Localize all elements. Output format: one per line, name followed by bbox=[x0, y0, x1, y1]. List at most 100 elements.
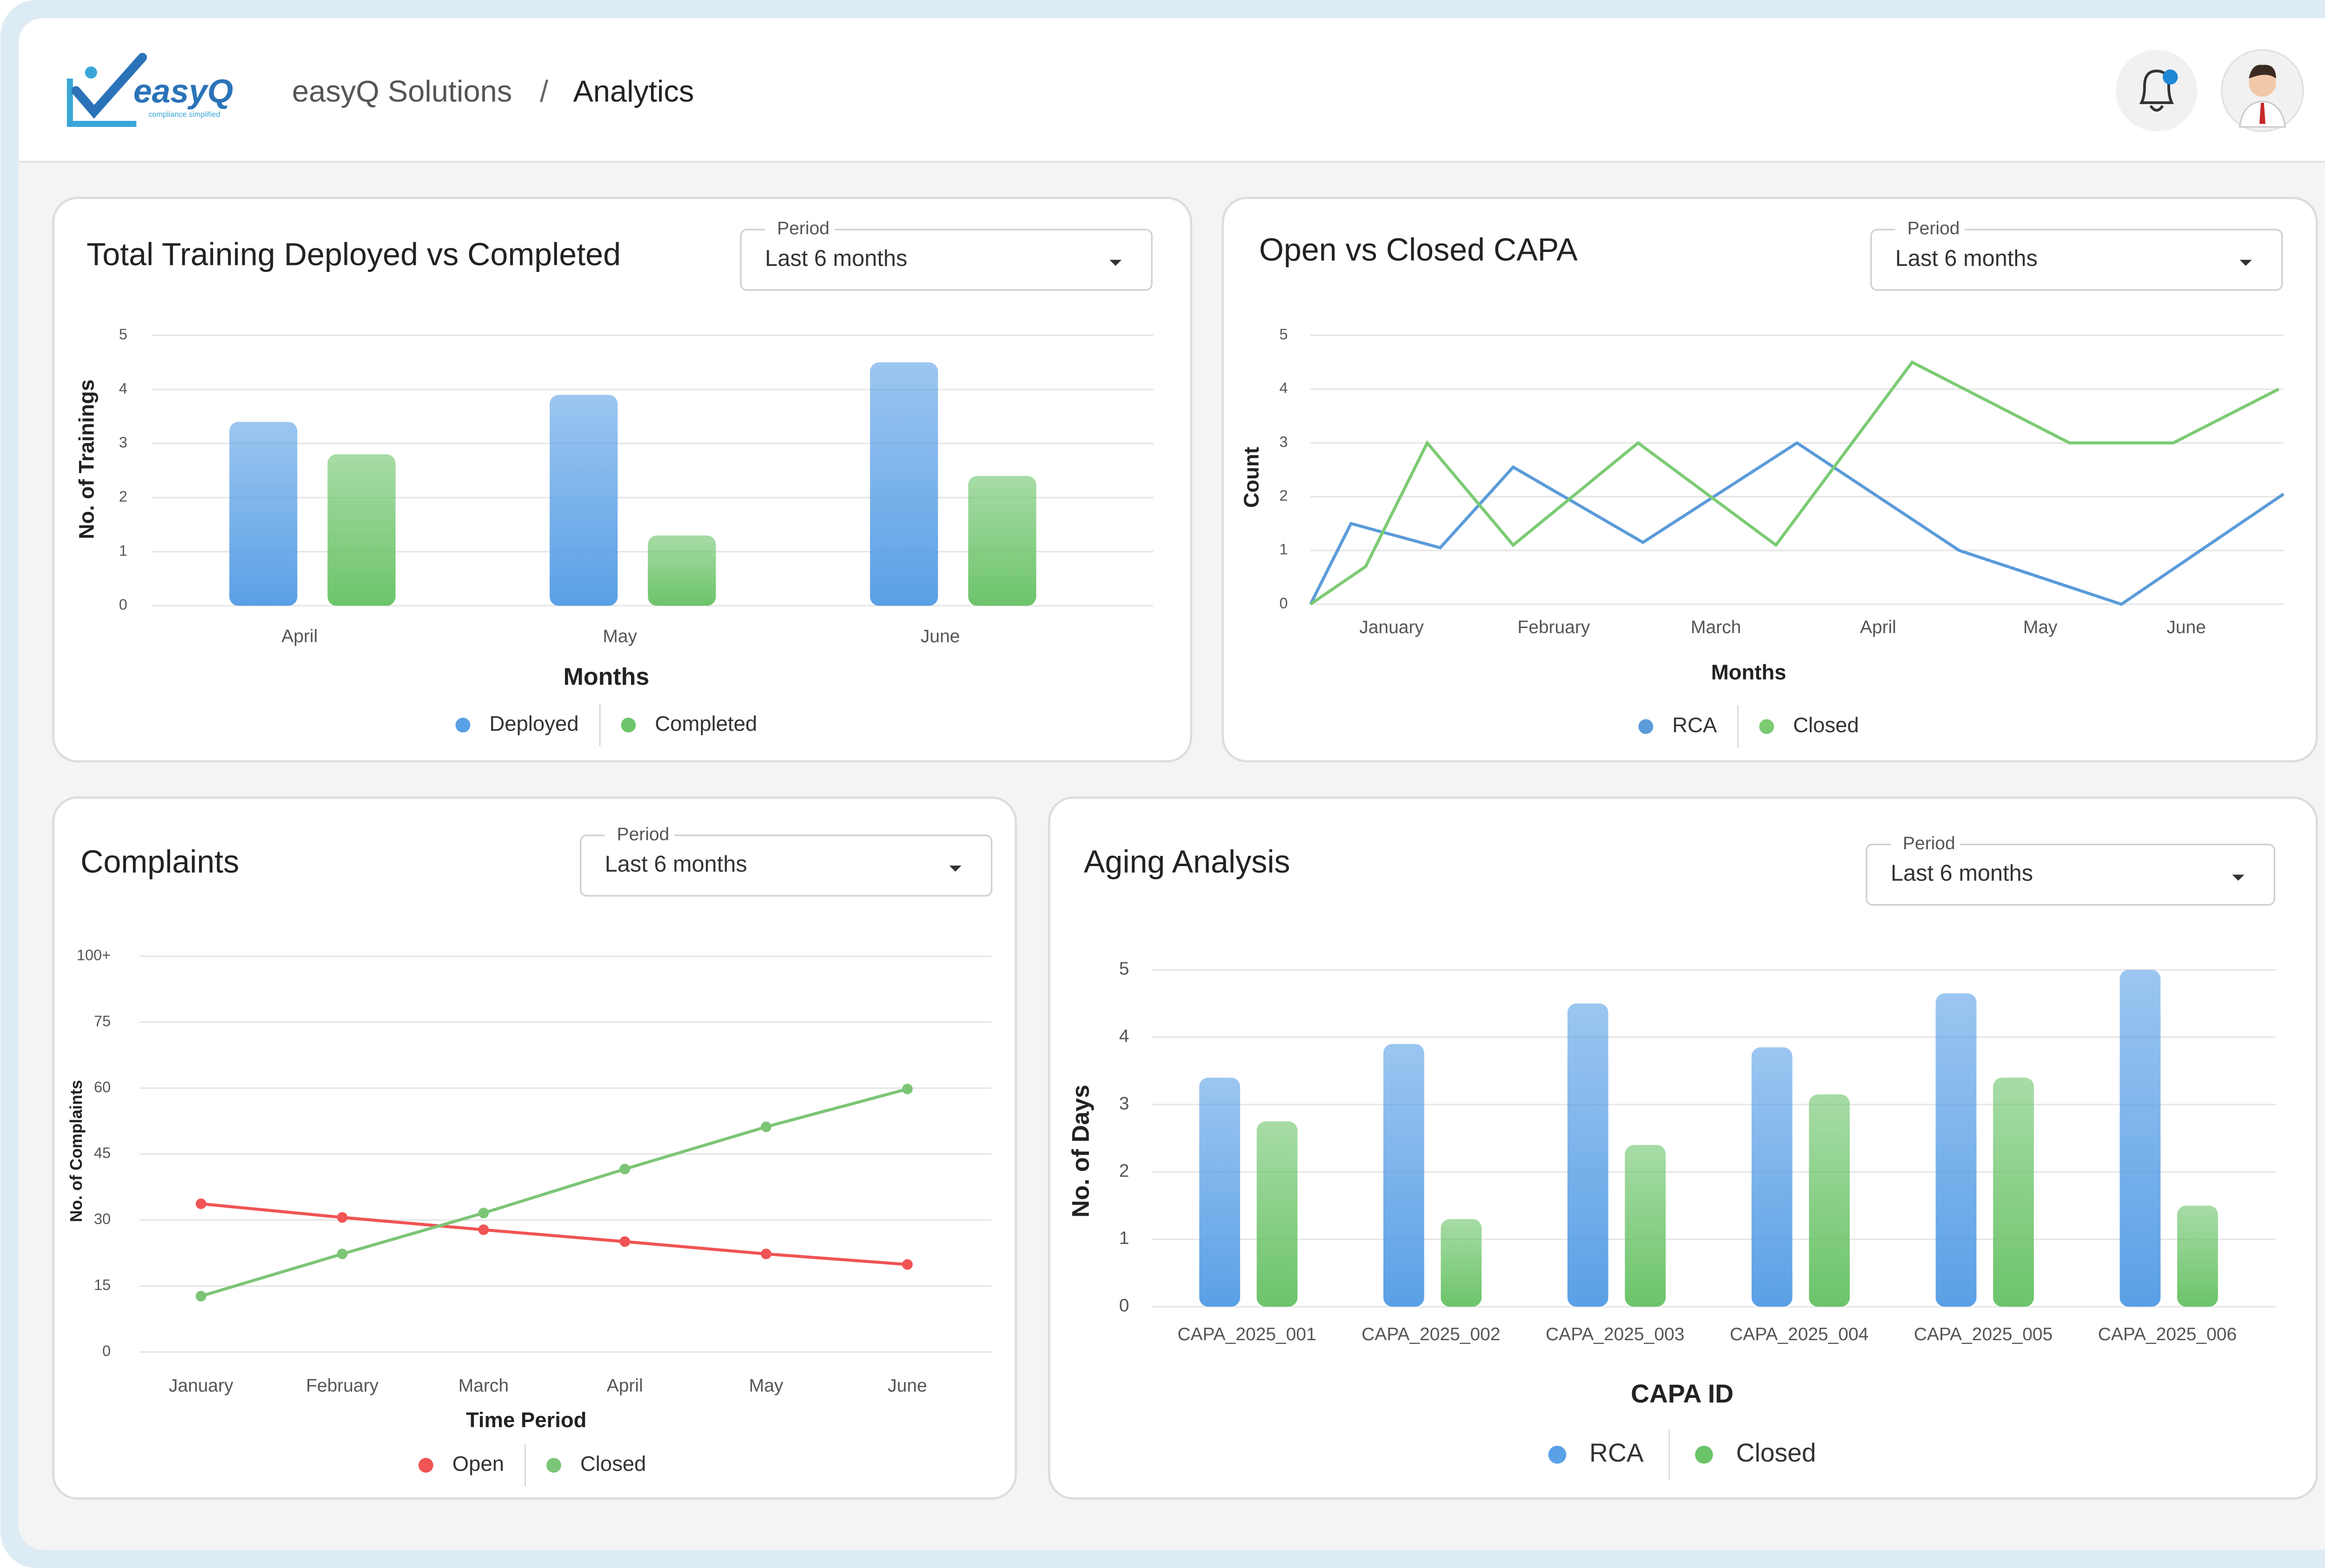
y-tick-label: 45 bbox=[94, 1145, 111, 1161]
y-tick-label: 1 bbox=[1119, 1228, 1129, 1248]
x-axis-title: Months bbox=[564, 663, 650, 690]
y-tick-label: 30 bbox=[94, 1211, 111, 1227]
avatar-face bbox=[2249, 69, 2276, 97]
bar bbox=[1625, 1145, 1666, 1307]
point bbox=[337, 1248, 348, 1259]
y-tick-label: 4 bbox=[119, 380, 127, 397]
select-arrow bbox=[949, 865, 962, 872]
legend-label[interactable]: RCA bbox=[1589, 1438, 1644, 1467]
period-select[interactable]: Period Last 6 months bbox=[580, 824, 993, 897]
y-tick-label: 0 bbox=[1279, 595, 1288, 611]
point bbox=[902, 1259, 913, 1270]
bar bbox=[870, 362, 938, 606]
select-label: Period bbox=[777, 218, 830, 238]
header bbox=[18, 18, 2325, 162]
x-tick-label: January bbox=[1359, 617, 1424, 637]
select-box[interactable] bbox=[580, 834, 993, 897]
x-tick-label: June bbox=[2166, 617, 2206, 637]
legend-label[interactable]: Closed bbox=[1793, 713, 1859, 737]
legend-dot bbox=[455, 717, 471, 733]
bar bbox=[968, 476, 1036, 606]
y-tick-label: 4 bbox=[1279, 380, 1288, 397]
chart-title: Total Training Deployed vs Completed bbox=[86, 237, 621, 272]
y-tick-label: 1 bbox=[119, 542, 127, 559]
bell-icon bbox=[2139, 69, 2174, 112]
point bbox=[478, 1208, 489, 1218]
line bbox=[1309, 360, 2279, 606]
avatar[interactable] bbox=[2221, 49, 2304, 132]
breadcrumb-current: Analytics bbox=[573, 74, 694, 108]
x-tick-label: May bbox=[2023, 617, 2058, 637]
x-tick-label: March bbox=[458, 1376, 509, 1396]
card bbox=[52, 796, 1017, 1500]
y-tick-label: 3 bbox=[119, 434, 127, 451]
legend-label[interactable]: Deployed bbox=[489, 712, 578, 735]
bell-badge bbox=[2162, 69, 2178, 85]
legend-dot bbox=[546, 1458, 561, 1473]
bar bbox=[1751, 1047, 1793, 1307]
select-value: Last 6 months bbox=[605, 852, 747, 877]
bar bbox=[2119, 970, 2161, 1307]
bell-button[interactable] bbox=[2116, 50, 2198, 132]
x-tick-label: May bbox=[603, 627, 637, 647]
period-select[interactable]: Period Last 6 months bbox=[1870, 218, 2283, 291]
legend-label[interactable]: Closed bbox=[1736, 1438, 1816, 1467]
y-tick-label: 0 bbox=[1119, 1296, 1129, 1316]
legend-dot bbox=[1638, 719, 1654, 734]
x-tick-label: April bbox=[281, 627, 318, 647]
period-select[interactable]: Period Last 6 months bbox=[740, 218, 1153, 291]
y-axis-title: No. of Trainings bbox=[74, 379, 98, 539]
y-axis-title: No. of Days bbox=[1067, 1085, 1094, 1217]
legend-dot bbox=[418, 1458, 433, 1473]
legend-label[interactable]: Completed bbox=[655, 712, 757, 735]
x-tick-label: April bbox=[607, 1376, 643, 1396]
x-tick-label: CAPA_2025_003 bbox=[1546, 1324, 1684, 1344]
x-axis-title: CAPA ID bbox=[1631, 1379, 1734, 1408]
select-label-bg bbox=[1891, 835, 1960, 853]
legend-label[interactable]: Open bbox=[452, 1452, 504, 1475]
legend-label[interactable]: Closed bbox=[580, 1452, 646, 1475]
select-value: Last 6 months bbox=[765, 246, 907, 271]
select-box[interactable] bbox=[1866, 843, 2276, 906]
x-tick-label: CAPA_2025_005 bbox=[1914, 1324, 2053, 1344]
breadcrumb-root[interactable]: easyQ Solutions bbox=[292, 74, 512, 108]
legend-label[interactable]: RCA bbox=[1672, 713, 1717, 737]
line bbox=[1309, 441, 2285, 606]
y-tick-label: 2 bbox=[1279, 487, 1288, 504]
legend-dot bbox=[1548, 1445, 1567, 1464]
y-tick-label: 5 bbox=[1119, 959, 1129, 979]
card bbox=[1048, 796, 2318, 1500]
select-label-bg bbox=[1895, 220, 1965, 239]
bar bbox=[1993, 1078, 2034, 1307]
select-box[interactable] bbox=[1870, 229, 2283, 291]
logo-check bbox=[71, 53, 147, 119]
chart-card: Complaints Period Last 6 months 0 15 30 45 60 75… bbox=[52, 796, 1017, 1500]
period-select[interactable]: Period Last 6 months bbox=[1866, 834, 2276, 906]
y-axis-title: No. of Complaints bbox=[67, 1080, 86, 1222]
x-axis-title: Months bbox=[1711, 660, 1787, 684]
x-tick-label: June bbox=[888, 1376, 927, 1396]
bar bbox=[2177, 1205, 2218, 1307]
x-tick-label: CAPA_2025_001 bbox=[1177, 1324, 1316, 1344]
y-tick-label: 4 bbox=[1119, 1026, 1129, 1046]
notifications[interactable] bbox=[2116, 50, 2198, 132]
legend: RCA Closed bbox=[1548, 1429, 1816, 1481]
chart-title: Open vs Closed CAPA bbox=[1259, 232, 1578, 268]
y-tick-label: 3 bbox=[1119, 1093, 1129, 1113]
line bbox=[200, 1087, 908, 1298]
x-tick-label: February bbox=[306, 1376, 379, 1396]
y-tick-label: 2 bbox=[1119, 1161, 1129, 1181]
select-label-bg bbox=[604, 826, 675, 845]
chart-card: Aging Analysis Period Last 6 months 0 1 2 3 4 5 C… bbox=[1048, 796, 2318, 1500]
bar bbox=[1809, 1094, 1850, 1307]
select-box[interactable] bbox=[740, 229, 1153, 291]
select-label: Period bbox=[1907, 218, 1960, 238]
point bbox=[195, 1290, 206, 1302]
point bbox=[478, 1224, 489, 1235]
logo-box bbox=[66, 78, 137, 127]
x-tick-label: March bbox=[1691, 617, 1741, 637]
legend-dot bbox=[621, 717, 636, 733]
y-tick-label: 75 bbox=[94, 1012, 111, 1029]
card bbox=[52, 197, 1192, 763]
